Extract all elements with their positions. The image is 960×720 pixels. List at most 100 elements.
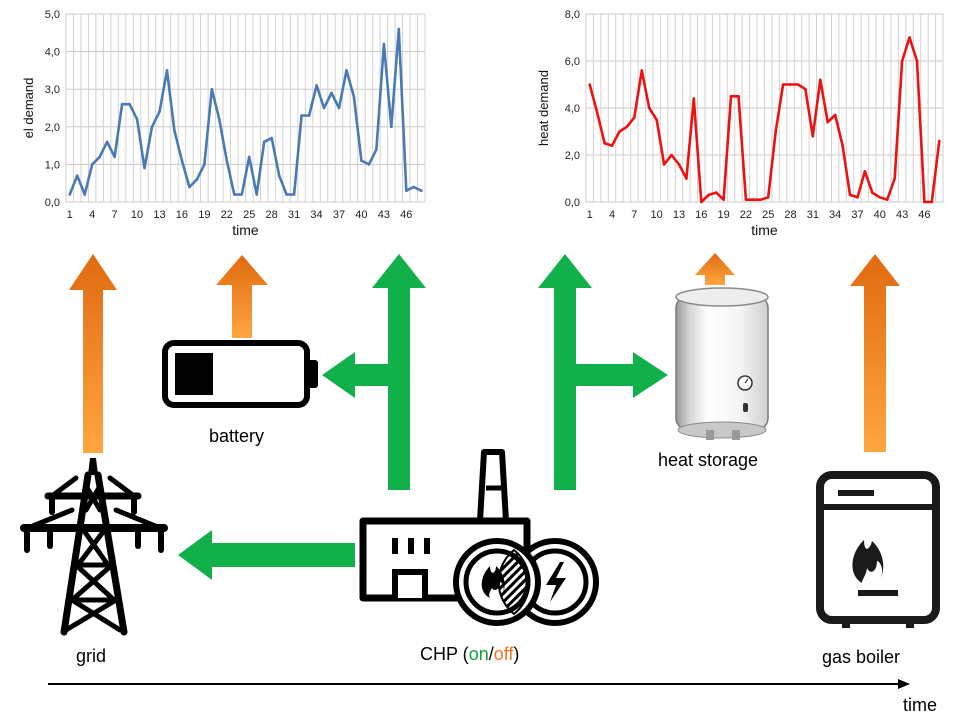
gas-boiler-label: gas boiler <box>822 647 901 667</box>
data-point <box>796 83 800 86</box>
data-point <box>610 144 614 147</box>
data-point <box>811 134 815 138</box>
y-tick-label: 3,0 <box>45 84 60 96</box>
y-axis-label: el demand <box>21 78 36 139</box>
x-tick-label: 40 <box>874 209 886 221</box>
data-point <box>68 193 72 196</box>
x-tick-label: 16 <box>695 209 707 221</box>
data-point <box>330 91 333 95</box>
data-point <box>225 159 229 162</box>
x-tick-label: 37 <box>851 209 863 221</box>
data-point <box>640 69 644 72</box>
data-point <box>255 193 259 196</box>
data-point <box>937 139 941 143</box>
data-point <box>744 198 748 201</box>
el-demand-chart: 0,0 1,0 2,0 3,0 4,0 5,0 1 4 7 10 13 16 19 22 25 28 31 34 3… <box>21 9 426 238</box>
data-point <box>915 59 919 63</box>
data-point <box>655 118 658 122</box>
time-axis-label: time <box>903 695 938 715</box>
gas-boiler-icon <box>816 471 940 628</box>
data-point <box>135 117 139 121</box>
data-point <box>908 36 911 39</box>
data-point <box>766 196 770 199</box>
chp-heat-arrow <box>538 254 592 490</box>
data-point <box>90 163 94 166</box>
x-tick-label: 16 <box>176 209 188 221</box>
data-point <box>405 189 408 193</box>
data-point <box>781 83 785 86</box>
data-point <box>165 69 169 72</box>
data-point <box>188 185 191 189</box>
data-point <box>75 174 79 177</box>
y-tick-label: 2,0 <box>45 122 60 134</box>
data-point <box>113 155 116 159</box>
x-axis-label: time <box>751 222 778 238</box>
data-point <box>128 102 131 106</box>
battery-label: battery <box>209 426 265 446</box>
data-point <box>729 94 733 98</box>
data-point <box>714 191 718 194</box>
data-point <box>292 193 296 196</box>
data-point <box>588 83 592 86</box>
data-point <box>345 69 348 72</box>
data-point <box>173 129 176 132</box>
heat-demand-chart: 0,0 2,0 4,0 6,0 8,0 1 4 7 10 13 16 19 22 25 28 31 34 37 40… <box>536 9 944 238</box>
y-tick-label: 1,0 <box>45 159 60 171</box>
chp-label-suffix: ) <box>513 644 520 664</box>
x-tick-label: 25 <box>243 209 255 221</box>
data-point <box>210 87 214 91</box>
heat-storage-label: heat storage <box>658 450 759 470</box>
data-point <box>397 27 401 31</box>
x-tick-label: 13 <box>153 209 165 221</box>
data-point <box>375 148 378 151</box>
chp-off-label: off <box>493 644 514 664</box>
y-tick-label: 2,0 <box>565 150 580 162</box>
x-tick-label: 4 <box>89 209 95 221</box>
grid-import-arrow <box>69 254 117 453</box>
storage-discharge-arrow <box>695 253 735 285</box>
flame-icon <box>453 538 541 626</box>
data-point <box>618 130 621 133</box>
data-point <box>158 110 161 114</box>
x-tick-label: 28 <box>784 209 796 221</box>
data-point <box>277 174 281 177</box>
data-point <box>699 200 703 204</box>
x-tick-label: 1 <box>587 209 593 221</box>
data-point <box>419 189 423 193</box>
x-tick-label: 10 <box>651 209 663 221</box>
data-point <box>603 141 606 145</box>
series-line <box>588 36 941 204</box>
data-point <box>722 198 725 201</box>
data-point <box>923 200 926 204</box>
x-tick-label: 43 <box>896 209 908 221</box>
data-point <box>885 198 889 201</box>
chp-label: CHP (on/off) <box>420 644 519 665</box>
data-point <box>367 163 371 166</box>
data-point <box>871 191 874 194</box>
data-point <box>737 94 740 98</box>
data-point <box>270 136 273 140</box>
data-point <box>285 193 288 196</box>
data-point <box>900 59 904 63</box>
data-point <box>315 84 318 87</box>
data-point <box>692 97 696 100</box>
y-tick-label: 8,0 <box>565 9 580 21</box>
chp-to-storage-arrow <box>576 352 668 398</box>
data-point <box>337 106 341 110</box>
data-point <box>677 163 681 166</box>
x-tick-label: 1 <box>67 209 73 221</box>
grid-label: grid <box>76 646 107 666</box>
data-point <box>752 198 755 201</box>
data-point <box>307 114 311 117</box>
data-point <box>203 163 206 166</box>
boiler-heat-arrow <box>850 254 900 452</box>
data-point <box>863 170 867 173</box>
data-point <box>647 106 651 110</box>
data-point <box>143 166 146 170</box>
time-axis <box>48 679 910 689</box>
x-tick-label: 4 <box>609 209 615 221</box>
data-point <box>893 177 896 180</box>
data-point <box>633 116 636 119</box>
y-tick-label: 4,0 <box>565 103 580 115</box>
